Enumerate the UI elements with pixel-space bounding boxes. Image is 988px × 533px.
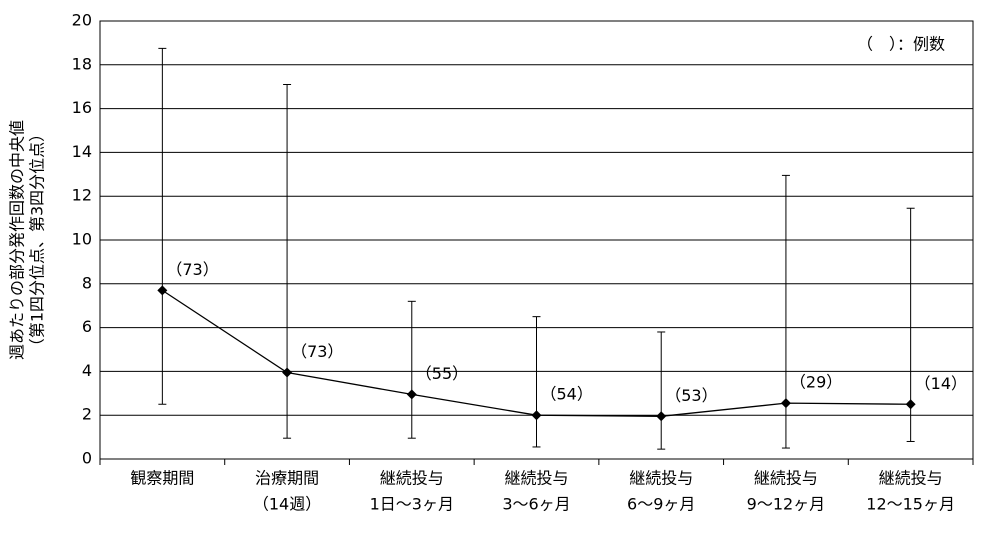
count-label: （53） — [665, 386, 717, 405]
x-tick-label: 継続投与 — [629, 469, 693, 488]
marker — [406, 389, 417, 400]
count-label: （55） — [416, 364, 468, 383]
x-tick-label: 1日～3ヶ月 — [370, 495, 454, 514]
count-label: （29） — [790, 373, 842, 392]
count-label: （73） — [166, 260, 218, 279]
y-tick-label: 16 — [72, 98, 92, 117]
x-tick-label: 治療期間 — [255, 469, 319, 488]
x-tick-label: 6～9ヶ月 — [627, 495, 695, 514]
x-tick-label: 観察期間 — [130, 469, 194, 488]
y-tick-label: 18 — [72, 54, 92, 73]
marker — [157, 285, 168, 296]
y-tick-label: 6 — [82, 317, 92, 336]
y-tick-label: 12 — [72, 186, 92, 205]
y-tick-label: 20 — [72, 11, 92, 30]
count-label: （73） — [291, 342, 343, 361]
y-axis-label: 週あたりの部分発作回数の中央値 — [8, 120, 27, 360]
x-tick-label: 継続投与 — [504, 469, 568, 488]
marker — [531, 410, 542, 421]
marker — [780, 398, 791, 409]
marker — [656, 411, 667, 422]
annotation: （ ）：例数 — [857, 35, 945, 54]
count-label: （14） — [915, 374, 967, 393]
y-tick-label: 0 — [82, 449, 92, 468]
x-tick-label: 継続投与 — [754, 469, 818, 488]
y-axis-label: （第1四分位点、第3四分位点） — [28, 126, 47, 354]
y-tick-label: 14 — [72, 142, 92, 161]
y-tick-label: 4 — [82, 361, 92, 380]
marker — [282, 367, 293, 378]
x-tick-label: （14週） — [253, 495, 321, 514]
x-tick-label: 継続投与 — [380, 469, 444, 488]
marker — [905, 399, 916, 410]
x-tick-label: 9～12ヶ月 — [747, 495, 826, 514]
y-tick-label: 2 — [82, 405, 92, 424]
count-label: （54） — [541, 385, 593, 404]
x-tick-label: 12～15ヶ月 — [866, 495, 955, 514]
y-tick-label: 8 — [82, 273, 92, 292]
plot-frame — [99, 20, 974, 460]
y-tick-label: 10 — [72, 230, 92, 249]
x-tick-label: 3～6ヶ月 — [502, 495, 570, 514]
x-tick-label: 継続投与 — [879, 469, 943, 488]
